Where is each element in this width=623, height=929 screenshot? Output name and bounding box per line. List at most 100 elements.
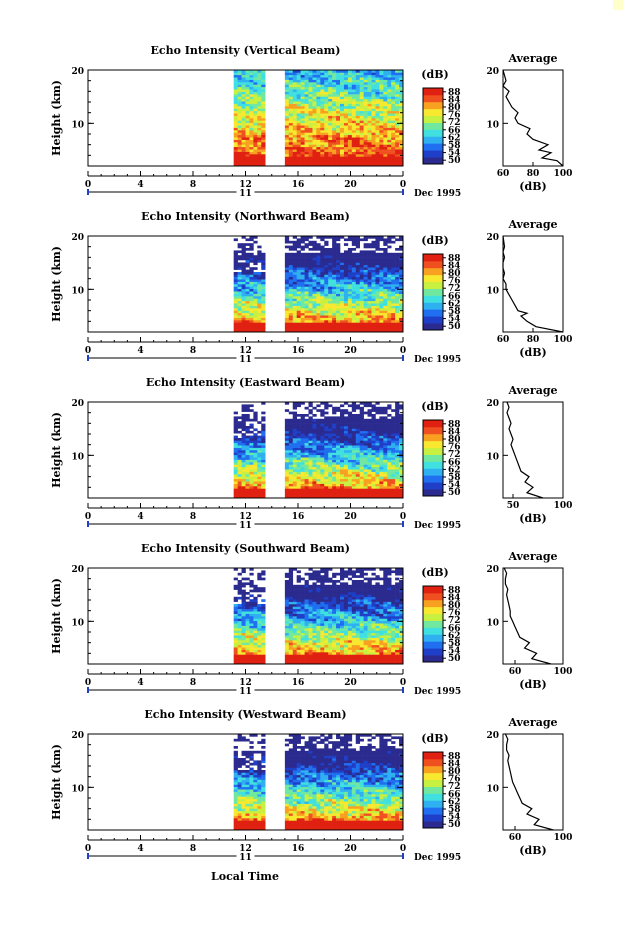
heatmap-cell: [300, 495, 305, 499]
heatmap-cell: [312, 101, 317, 104]
heatmap-cell: [316, 404, 321, 408]
heatmap-cell: [241, 476, 246, 480]
heatmap-cell: [359, 317, 364, 321]
heatmap-cell: [332, 118, 337, 121]
heatmap-cell: [249, 490, 254, 494]
heatmap-cell: [355, 238, 360, 242]
heatmap-cell: [288, 291, 294, 294]
heatmap-cell: [363, 329, 368, 333]
heatmap-cell: [312, 264, 317, 268]
heatmap-cell: [316, 163, 321, 167]
heatmap-cell: [375, 284, 380, 287]
heatmap-cell: [288, 118, 294, 121]
heatmap-cell: [308, 430, 313, 434]
heatmap-cell: [245, 255, 250, 258]
heatmap-cell: [343, 308, 349, 311]
heatmap-cell: [375, 113, 380, 116]
heatmap-cell: [292, 96, 297, 100]
heatmap-cell: [367, 488, 372, 492]
heatmap-cell: [379, 113, 384, 116]
heatmap-cell: [241, 149, 246, 152]
heatmap-cell: [340, 442, 345, 446]
heatmap-cell: [367, 74, 372, 78]
heatmap-cell: [241, 132, 246, 136]
heatmap-cell: [233, 286, 238, 290]
heatmap-cell: [379, 110, 384, 114]
heatmap-cell: [347, 654, 353, 658]
heatmap-cell: [336, 267, 341, 270]
heatmap-cell: [249, 310, 254, 314]
heatmap-cell: [284, 447, 290, 451]
profile-x-tick-label: 100: [554, 169, 573, 179]
heatmap-cell: [391, 151, 396, 155]
heatmap-cell: [245, 462, 250, 465]
heatmap-cell: [332, 151, 337, 155]
heatmap-cell: [375, 149, 380, 152]
heatmap-cell: [253, 144, 258, 148]
heatmap-cell: [324, 154, 329, 157]
heatmap-cell: [300, 279, 305, 282]
heatmap-cell: [367, 149, 372, 152]
heatmap-cell: [343, 70, 349, 73]
heatmap-cell: [332, 255, 337, 258]
heatmap-cell: [288, 288, 294, 292]
heatmap-cell: [336, 296, 341, 299]
heatmap-cell: [288, 659, 294, 662]
heatmap-cell: [351, 96, 357, 100]
heatmap-cell: [343, 423, 349, 427]
heatmap-cell: [249, 423, 254, 427]
heatmap-cell: [245, 89, 250, 92]
heatmap-cell: [391, 158, 396, 162]
heatmap-cell: [312, 125, 317, 128]
heatmap-cell: [320, 245, 325, 249]
heatmap-cell: [371, 264, 376, 268]
heatmap-cell: [399, 459, 404, 463]
heatmap-cell: [387, 469, 392, 472]
heatmap-cell: [241, 72, 246, 76]
heatmap-cell: [336, 127, 341, 131]
profile-y-tick-label: 20: [486, 399, 499, 409]
heatmap-cell: [387, 457, 392, 460]
heatmap-cell: [257, 469, 262, 472]
heatmap-cell: [296, 264, 301, 268]
heatmap-cell: [355, 286, 360, 290]
heatmap-cell: [359, 267, 364, 270]
heatmap-cell: [245, 86, 250, 90]
heatmap-cell: [383, 156, 388, 160]
heatmap-cell: [387, 252, 392, 256]
heatmap-cell: [284, 644, 290, 648]
heatmap-cell: [233, 317, 238, 321]
heatmap-cell: [233, 324, 238, 328]
heatmap-cell: [371, 108, 376, 112]
heatmap-cell: [387, 652, 392, 655]
heatmap-cell: [379, 486, 384, 489]
heatmap-cell: [395, 414, 400, 417]
heatmap-cell: [237, 454, 242, 458]
heatmap-cell: [304, 656, 309, 660]
heatmap-cell: [292, 293, 297, 297]
heatmap-cell: [336, 305, 341, 309]
heatmap-cell: [241, 438, 246, 441]
heatmap-cell: [359, 488, 364, 492]
heatmap-cell: [387, 255, 392, 258]
heatmap-cell: [375, 303, 380, 306]
heatmap-cell: [328, 476, 333, 480]
heatmap-cell: [328, 652, 333, 655]
heatmap-cell: [383, 495, 388, 499]
heatmap-cell: [316, 466, 321, 470]
heatmap-cell: [241, 146, 246, 150]
heatmap-cell: [316, 267, 321, 270]
heatmap-cell: [375, 649, 380, 653]
heatmap-cell: [245, 459, 250, 463]
heatmap-cell: [336, 132, 341, 136]
heatmap-cell: [261, 130, 266, 133]
heatmap-cell: [316, 252, 321, 256]
heatmap-cell: [343, 262, 349, 266]
heatmap-cell: [391, 433, 396, 436]
heatmap-cell: [395, 442, 400, 446]
heatmap-cell: [292, 421, 297, 424]
heatmap-cell: [233, 471, 238, 475]
heatmap-cell: [363, 281, 368, 285]
heatmap-cell: [351, 115, 357, 119]
heatmap-cell: [347, 156, 353, 160]
